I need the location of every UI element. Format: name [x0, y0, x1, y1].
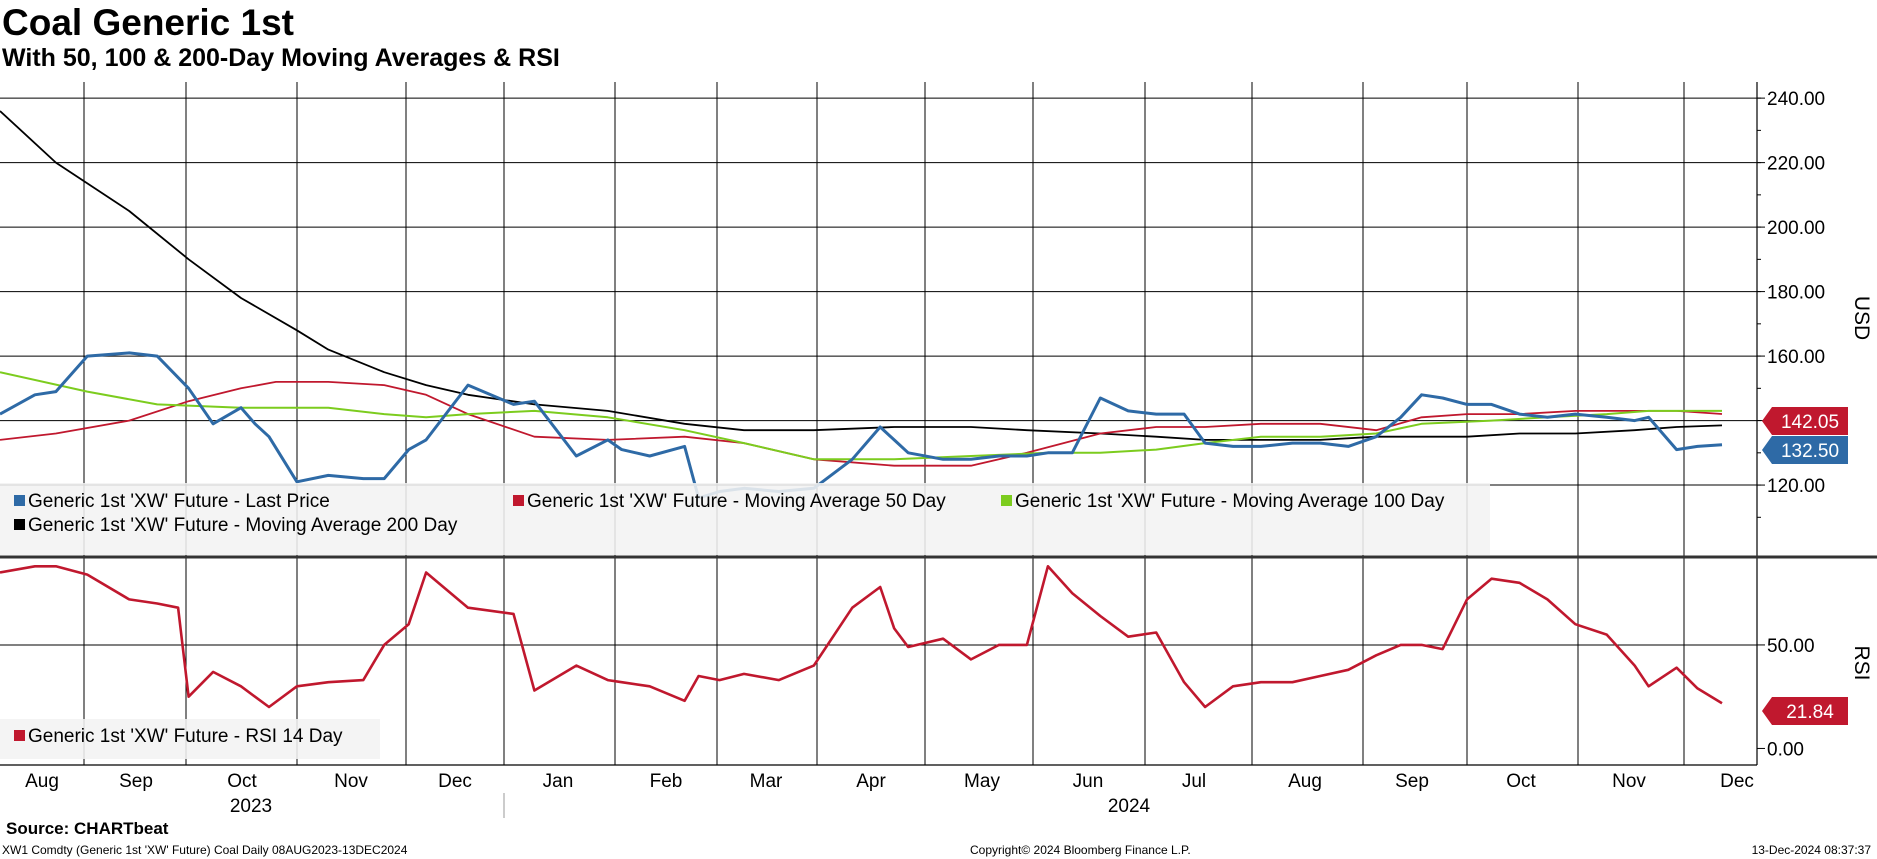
x-year-label: 2024: [1108, 796, 1151, 817]
legend-box: [0, 483, 1490, 555]
rsi-legend-box: [0, 719, 380, 759]
y-tick-label: 180.00: [1767, 283, 1825, 304]
y-axis-title: USD: [1850, 296, 1873, 340]
series-lines: [0, 110, 1723, 709]
legend-item-ma200[interactable]: Generic 1st 'XW' Future - Moving Average…: [28, 515, 458, 536]
legend-swatch: [513, 495, 524, 506]
series-line-price: [0, 351, 1723, 500]
x-month-label: May: [964, 771, 1000, 792]
x-month-label: Oct: [1506, 771, 1536, 792]
rsi-tick-label: 0.00: [1767, 739, 1804, 760]
series-line-ma200: [0, 110, 1723, 441]
last-value-rsi: 21.84: [1786, 702, 1834, 723]
page-title: Coal Generic 1st: [2, 2, 295, 43]
x-month-label: Jan: [543, 771, 574, 792]
source-note: Source: CHARTbeat: [6, 819, 169, 838]
y-tick-label: 240.00: [1767, 89, 1825, 110]
grid: [0, 82, 1757, 765]
x-month-label: Oct: [227, 771, 257, 792]
legend-item-ma50[interactable]: Generic 1st 'XW' Future - Moving Average…: [527, 491, 946, 512]
x-month-label: Feb: [650, 771, 683, 792]
page-subtitle: With 50, 100 & 200-Day Moving Averages &…: [2, 44, 560, 72]
axes: 120.00140.00160.00180.00200.00220.00240.…: [0, 82, 1877, 818]
x-month-label: Nov: [1612, 771, 1646, 792]
x-month-label: Nov: [334, 771, 368, 792]
last-value-price-bg: [1762, 436, 1848, 464]
rsi-axis-title: RSI: [1850, 645, 1873, 680]
x-year-label: 2023: [230, 796, 272, 817]
x-month-label: Jun: [1073, 771, 1104, 792]
footer-timestamp: 13-Dec-2024 08:37:37: [1751, 843, 1871, 857]
last-value-price: 132.50: [1781, 441, 1839, 462]
x-month-label: Aug: [25, 771, 59, 792]
y-tick-label: 160.00: [1767, 347, 1825, 368]
series-line-rsi: [0, 565, 1723, 709]
footer-ticker: XW1 Comdty (Generic 1st 'XW' Future) Coa…: [2, 843, 408, 857]
last-value-labels: 142.05 132.50 21.84: [1762, 407, 1848, 725]
x-month-label: Dec: [438, 771, 472, 792]
legend-swatch: [14, 495, 25, 506]
x-month-label: Mar: [750, 771, 783, 792]
x-month-label: Jul: [1182, 771, 1206, 792]
legend-swatch: [1001, 495, 1012, 506]
x-month-label: Aug: [1288, 771, 1322, 792]
last-value-rsi-bg: [1762, 697, 1848, 725]
legend-item-rsi[interactable]: Generic 1st 'XW' Future - RSI 14 Day: [28, 726, 343, 747]
y-tick-label: 200.00: [1767, 218, 1825, 239]
legends[interactable]: Generic 1st 'XW' Future - Last Price Gene…: [0, 483, 1490, 759]
y-tick-label: 120.00: [1767, 476, 1825, 497]
legend-swatch: [14, 730, 25, 741]
x-month-label: Sep: [1395, 771, 1429, 792]
footer-copyright: Copyright© 2024 Bloomberg Finance L.P.: [970, 843, 1191, 857]
x-month-label: Dec: [1720, 771, 1754, 792]
last-value-ma50: 142.05: [1781, 412, 1839, 433]
x-month-label: Sep: [119, 771, 153, 792]
legend-item-ma100[interactable]: Generic 1st 'XW' Future - Moving Average…: [1015, 491, 1445, 512]
legend-item-price[interactable]: Generic 1st 'XW' Future - Last Price: [28, 491, 330, 512]
last-value-ma50-bg: [1762, 407, 1848, 435]
y-tick-label: 220.00: [1767, 154, 1825, 175]
rsi-tick-label: 50.00: [1767, 636, 1815, 657]
legend-swatch: [14, 519, 25, 530]
x-month-label: Apr: [856, 771, 886, 792]
series-line-ma50: [0, 381, 1723, 467]
